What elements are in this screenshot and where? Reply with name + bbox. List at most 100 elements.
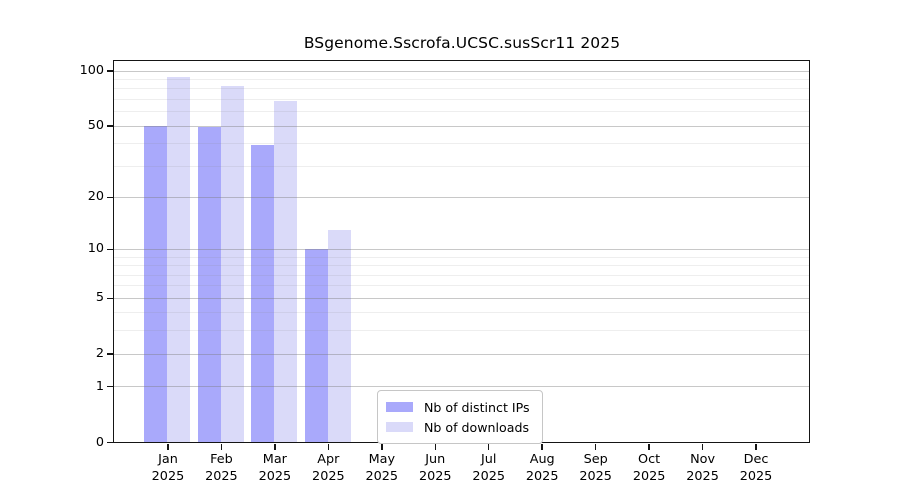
month-label: Jan <box>158 452 178 467</box>
year-label: 2025 <box>151 468 185 484</box>
y-tick-label-10: 10 <box>87 241 104 257</box>
x-tick-label-apr: Apr 2025 <box>297 452 359 485</box>
y-tick-50 <box>107 125 113 127</box>
major-gridline-50 <box>114 125 809 127</box>
y-tick-label-2: 2 <box>95 346 104 362</box>
month-label: Apr <box>317 452 340 467</box>
x-tick-label-dec: Dec 2025 <box>725 452 787 485</box>
legend-item-1: Nb of downloads <box>386 417 530 437</box>
year-label: 2025 <box>418 468 452 484</box>
year-label: 2025 <box>525 468 559 484</box>
plot-area: Nb of distinct IPs Nb of downloads <box>113 60 810 444</box>
x-tick-label-jun: Jun 2025 <box>404 452 466 485</box>
y-tick-label-20: 20 <box>87 189 104 205</box>
bar-distinct-ips-jan <box>144 125 168 442</box>
minor-gridline-70 <box>114 98 809 100</box>
month-label: Oct <box>638 452 661 467</box>
minor-gridline-60 <box>114 111 809 113</box>
minor-gridline-7 <box>114 274 809 276</box>
x-tick-label-mar: Mar 2025 <box>244 452 306 485</box>
y-tick-label-1: 1 <box>95 378 104 394</box>
year-label: 2025 <box>472 468 505 484</box>
x-tick-mar <box>274 444 276 450</box>
year-label: 2025 <box>312 468 345 484</box>
minor-gridline-30 <box>114 165 809 167</box>
y-tick-1 <box>107 385 113 388</box>
legend-label: Nb of downloads <box>424 419 530 435</box>
plot-canvas <box>114 61 809 442</box>
year-label: 2025 <box>739 468 773 484</box>
month-label: May <box>368 452 396 467</box>
y-tick-label-5: 5 <box>95 290 104 306</box>
y-tick-20 <box>107 196 113 199</box>
y-tick-100 <box>107 70 113 72</box>
x-tick-label-aug: Aug 2025 <box>511 452 573 485</box>
minor-gridline-8 <box>114 265 809 267</box>
x-tick-nov <box>701 444 704 450</box>
minor-gridline-40 <box>114 143 809 145</box>
year-label: 2025 <box>365 468 399 484</box>
y-tick-10 <box>107 248 113 251</box>
y-tick-5 <box>107 297 113 300</box>
x-tick-aug <box>541 444 543 450</box>
x-tick-label-jan: Jan 2025 <box>137 452 199 485</box>
bar-downloads-feb <box>220 86 244 442</box>
month-label: Dec <box>743 452 769 467</box>
major-gridline-1 <box>114 386 809 388</box>
minor-gridline-9 <box>114 256 809 258</box>
major-gridline-20 <box>114 196 809 198</box>
y-tick-0 <box>107 441 113 444</box>
month-label: Mar <box>262 452 287 467</box>
bar-distinct-ips-apr <box>304 248 328 442</box>
month-label: Aug <box>529 452 555 467</box>
x-tick-label-nov: Nov 2025 <box>672 452 734 485</box>
bar-distinct-ips-feb <box>197 127 221 442</box>
minor-gridline-6 <box>114 285 809 287</box>
month-label: Jul <box>480 452 497 467</box>
x-tick-sep <box>594 444 597 450</box>
major-gridline-2 <box>114 353 809 355</box>
x-tick-dec <box>755 444 757 450</box>
bar-downloads-mar <box>274 101 298 442</box>
minor-gridline-90 <box>114 78 809 80</box>
x-tick-jun <box>434 444 437 450</box>
year-label: 2025 <box>258 468 292 484</box>
x-tick-label-oct: Oct 2025 <box>618 452 680 485</box>
x-tick-may <box>381 444 383 450</box>
major-gridline-100 <box>114 70 809 72</box>
year-label: 2025 <box>579 468 612 484</box>
y-tick-2 <box>107 353 113 355</box>
y-tick-label-50: 50 <box>87 118 104 133</box>
minor-gridline-4 <box>114 312 809 314</box>
legend-swatch-icon <box>386 422 413 432</box>
x-tick-feb <box>220 444 223 450</box>
x-tick-apr <box>327 444 330 450</box>
legend-swatch-icon <box>386 402 413 412</box>
x-tick-oct <box>648 444 650 450</box>
major-gridline-5 <box>114 297 809 299</box>
legend: Nb of distinct IPs Nb of downloads <box>377 390 543 444</box>
year-label: 2025 <box>632 468 666 484</box>
month-label: Nov <box>690 452 716 467</box>
x-tick-label-feb: Feb 2025 <box>190 452 252 485</box>
minor-gridline-80 <box>114 88 809 90</box>
year-label: 2025 <box>686 468 719 484</box>
x-tick-jan <box>167 444 169 450</box>
legend-label: Nb of distinct IPs <box>424 399 530 415</box>
chart-title: BSgenome.Sscrofa.UCSC.susScr11 2025 <box>303 34 621 52</box>
legend-item-0: Nb of distinct IPs <box>386 397 530 417</box>
bar-distinct-ips-mar <box>251 145 275 442</box>
month-label: Sep <box>583 452 608 467</box>
x-tick-label-may: May 2025 <box>351 452 413 485</box>
minor-gridline-3 <box>114 330 809 332</box>
x-tick-label-sep: Sep 2025 <box>565 452 627 485</box>
bar-downloads-apr <box>327 229 351 442</box>
bar-downloads-jan <box>167 77 191 442</box>
y-tick-label-100: 100 <box>79 63 104 78</box>
month-label: Jun <box>425 452 446 467</box>
y-tick-label-0: 0 <box>95 434 104 450</box>
month-label: Feb <box>210 452 233 467</box>
major-gridline-10 <box>114 248 809 250</box>
year-label: 2025 <box>205 468 238 484</box>
